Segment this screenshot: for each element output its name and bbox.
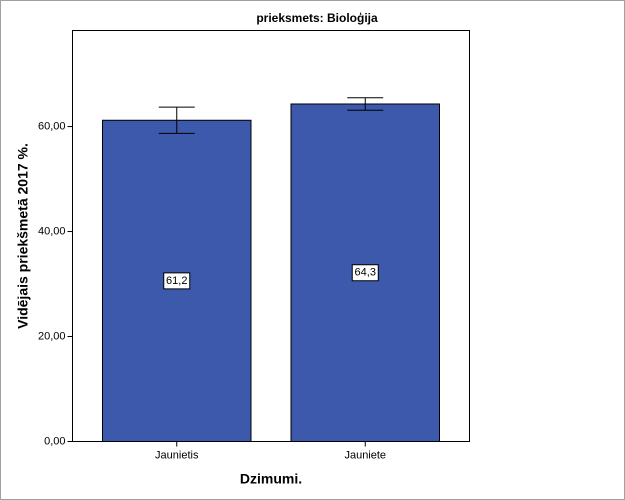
value-label-box bbox=[351, 264, 379, 282]
x-tick-label: Jauniete bbox=[344, 449, 386, 461]
value-label-box bbox=[163, 272, 191, 290]
y-tick-label: 20,00 bbox=[38, 330, 66, 342]
y-tick-label: 0,00 bbox=[44, 435, 65, 447]
x-axis-title: Dzimumi. bbox=[240, 471, 302, 487]
y-tick-label: 60,00 bbox=[38, 120, 66, 132]
value-label: 61,2 bbox=[166, 275, 187, 287]
y-tick-label: 40,00 bbox=[38, 225, 66, 237]
value-label: 64,3 bbox=[355, 267, 376, 279]
y-axis-title: Vidējais priekšmetā 2017 %. bbox=[15, 143, 31, 329]
chart-title: prieksmets: Bioloģija bbox=[256, 11, 378, 25]
x-tick-label: Jaunietis bbox=[155, 449, 199, 461]
